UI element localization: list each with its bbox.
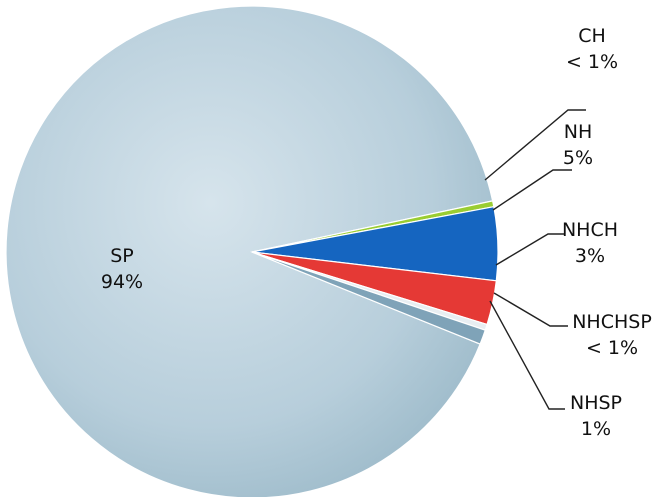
slice-label-nhch: NHCH [562,219,618,241]
slice-label-sp: SP [110,245,134,267]
leader-line-nhchsp [493,292,568,327]
leader-lines [484,109,586,410]
slice-value-nhsp: 1% [581,418,611,440]
leader-line-nhch [495,233,565,266]
leader-line-ch [484,109,586,181]
slice-label-ch: CH [578,25,606,47]
slice-label-nhsp: NHSP [570,392,622,414]
slice-value-nh: 5% [563,147,593,169]
leader-line-nh [492,169,572,211]
slice-label-nh: NH [564,121,593,143]
slice-sp [5,5,494,497]
leader-line-nhsp [489,300,565,410]
slice-value-nhch: 3% [575,245,605,267]
slice-value-nhchsp: < 1% [586,337,638,359]
slice-label-nhchsp: NHCHSP [572,311,652,333]
slice-nhsp [251,251,487,345]
pie-slices [5,5,499,497]
slice-value-sp: 94% [101,271,143,293]
slice-labels: SP 94% CH < 1% NH 5% NHCH 3% NHCHSP < 1% NHSP 1% [101,25,652,440]
slice-value-ch: < 1% [566,51,618,73]
